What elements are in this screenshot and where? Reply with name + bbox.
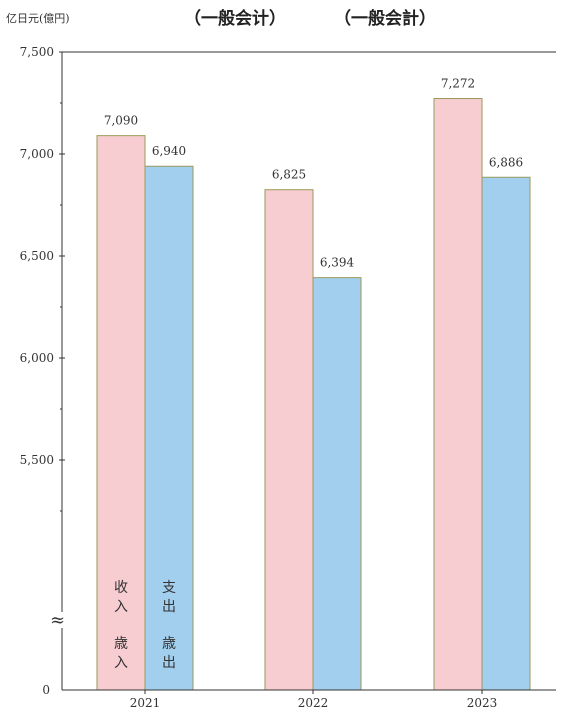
series-label-char: 入 — [114, 655, 128, 671]
data-label: 6,825 — [272, 168, 306, 182]
x-axis: 2021 2022 2023 — [62, 689, 556, 710]
y-tick-label: 7,000 — [20, 147, 54, 161]
bar — [144, 165, 194, 691]
unit-label: 亿日元(億円) — [6, 12, 70, 25]
y-tick-label-zero: 0 — [42, 683, 50, 697]
series-label-char: 收 — [114, 580, 128, 596]
bar — [312, 277, 362, 691]
bar — [96, 135, 146, 691]
x-tick-label: 2021 — [130, 696, 161, 710]
series-label-char: 支 — [162, 580, 176, 596]
bar — [433, 98, 483, 691]
y-tick-label: 6,000 — [20, 351, 54, 365]
y-tick-label: 6,500 — [20, 249, 54, 263]
data-label: 6,394 — [320, 256, 355, 270]
data-label: 6,940 — [152, 144, 186, 158]
bar — [264, 189, 314, 691]
y-tick-label: 7,500 — [20, 45, 54, 59]
chart-title-left: （一般会计） — [184, 8, 286, 29]
x-tick-label: 2022 — [298, 696, 329, 710]
chart-title-right: （一般会計） — [334, 8, 436, 29]
y-axis: ≈7,500 7,000 6,500 6,000 5,500 0 — [20, 45, 556, 697]
series-label-char: 歳 — [114, 636, 128, 652]
data-label: 6,886 — [489, 155, 523, 169]
series-label-char: 出 — [162, 599, 176, 615]
x-tick-label: 2023 — [467, 696, 498, 710]
data-label: 7,272 — [441, 77, 475, 91]
series-label-char: 出 — [162, 655, 176, 671]
series-label-char: 歳 — [162, 636, 176, 652]
data-label: 7,090 — [104, 114, 138, 128]
series-label-char: 入 — [114, 599, 128, 615]
y-tick-label: 5,500 — [20, 453, 54, 467]
bars-group: 7,090 6,940 6,825 6,394 7,272 6,886 — [96, 77, 531, 691]
bar — [481, 176, 531, 691]
axis-break-icon: ≈ — [50, 610, 65, 631]
